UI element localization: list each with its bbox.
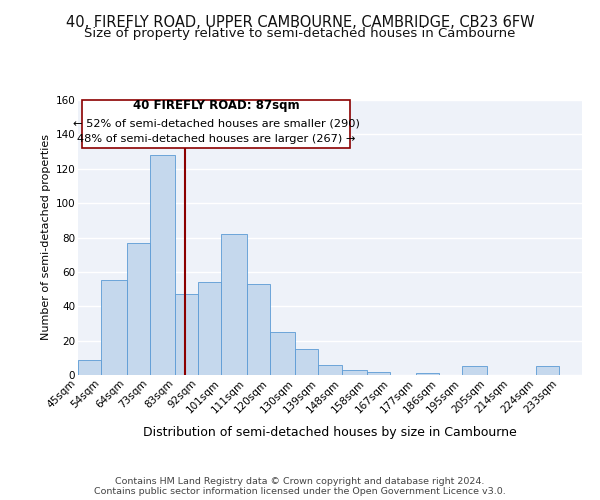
Bar — [175, 294, 198, 375]
Text: Contains public sector information licensed under the Open Government Licence v3: Contains public sector information licen… — [94, 487, 506, 496]
Y-axis label: Number of semi-detached properties: Number of semi-detached properties — [41, 134, 52, 340]
Bar — [78, 360, 101, 375]
Bar — [536, 366, 559, 375]
Bar — [295, 349, 319, 375]
Bar — [247, 284, 270, 375]
Text: Contains HM Land Registry data © Crown copyright and database right 2024.: Contains HM Land Registry data © Crown c… — [115, 477, 485, 486]
Bar — [416, 374, 439, 375]
Text: 40, FIREFLY ROAD, UPPER CAMBOURNE, CAMBRIDGE, CB23 6FW: 40, FIREFLY ROAD, UPPER CAMBOURNE, CAMBR… — [65, 15, 535, 30]
Text: Size of property relative to semi-detached houses in Cambourne: Size of property relative to semi-detach… — [85, 28, 515, 40]
Bar — [127, 242, 149, 375]
Bar — [221, 234, 247, 375]
Bar — [319, 364, 341, 375]
X-axis label: Distribution of semi-detached houses by size in Cambourne: Distribution of semi-detached houses by … — [143, 426, 517, 438]
Bar — [149, 155, 175, 375]
Bar — [270, 332, 295, 375]
Text: 48% of semi-detached houses are larger (267) →: 48% of semi-detached houses are larger (… — [77, 134, 355, 144]
Text: ← 52% of semi-detached houses are smaller (290): ← 52% of semi-detached houses are smalle… — [73, 118, 359, 128]
Bar — [198, 282, 221, 375]
Bar — [462, 366, 487, 375]
Bar — [367, 372, 390, 375]
Bar — [341, 370, 367, 375]
FancyBboxPatch shape — [82, 100, 350, 148]
Text: 40 FIREFLY ROAD: 87sqm: 40 FIREFLY ROAD: 87sqm — [133, 99, 299, 112]
Bar — [101, 280, 127, 375]
